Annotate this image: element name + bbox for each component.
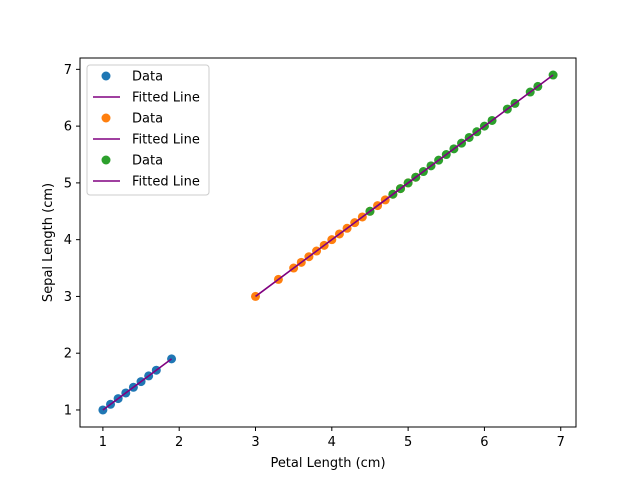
- legend-item-fitted-line: Fitted Line: [93, 133, 200, 148]
- plot-frame: [79, 57, 577, 428]
- x-axis-label: Petal Length (cm): [270, 456, 385, 471]
- x-tick-label: 4: [328, 435, 336, 450]
- x-tick-label: 7: [557, 435, 565, 450]
- y-tick-label: 7: [64, 63, 72, 78]
- legend-item-fitted-line: Fitted Line: [93, 175, 200, 190]
- legend-label: Data: [132, 70, 163, 85]
- plot-marks: [98, 70, 558, 415]
- legend-item-data: Data: [101, 112, 163, 127]
- legend-label: Fitted Line: [132, 175, 200, 190]
- legend: Data Fitted Line Data Fitted Line Data Fitted…: [86, 64, 210, 196]
- legend-label: Fitted Line: [132, 91, 200, 106]
- y-tick-label: 2: [64, 347, 72, 362]
- y-tick-label: 5: [64, 176, 72, 191]
- y-tick-label: 3: [64, 290, 72, 305]
- y-axis-label: Sepal Length (cm): [41, 183, 56, 302]
- legend-marker: [101, 71, 111, 81]
- y-axis: 1 2 3 4 5 6 7: [64, 63, 80, 418]
- y-tick-label: 6: [64, 120, 72, 135]
- x-tick-label: 1: [99, 435, 107, 450]
- legend-marker: [101, 113, 111, 123]
- legend-label: Fitted Line: [132, 133, 200, 148]
- legend-item-fitted-line: Fitted Line: [93, 91, 200, 106]
- legend-label: Data: [132, 154, 163, 169]
- y-tick-label: 4: [64, 233, 72, 248]
- legend-label: Data: [132, 112, 163, 127]
- x-tick-label: 3: [251, 435, 259, 450]
- y-tick-label: 1: [64, 403, 72, 418]
- legend-item-data: Data: [101, 154, 163, 169]
- x-axis: 1 2 3 4 5 6 7: [99, 427, 565, 450]
- legend-item-data: Data: [101, 70, 163, 85]
- fitted-line-1: [102, 358, 173, 411]
- x-tick-label: 6: [480, 435, 488, 450]
- x-tick-label: 2: [175, 435, 183, 450]
- fitted-line-3: [369, 74, 554, 212]
- x-tick-label: 5: [404, 435, 412, 450]
- legend-marker: [101, 155, 111, 165]
